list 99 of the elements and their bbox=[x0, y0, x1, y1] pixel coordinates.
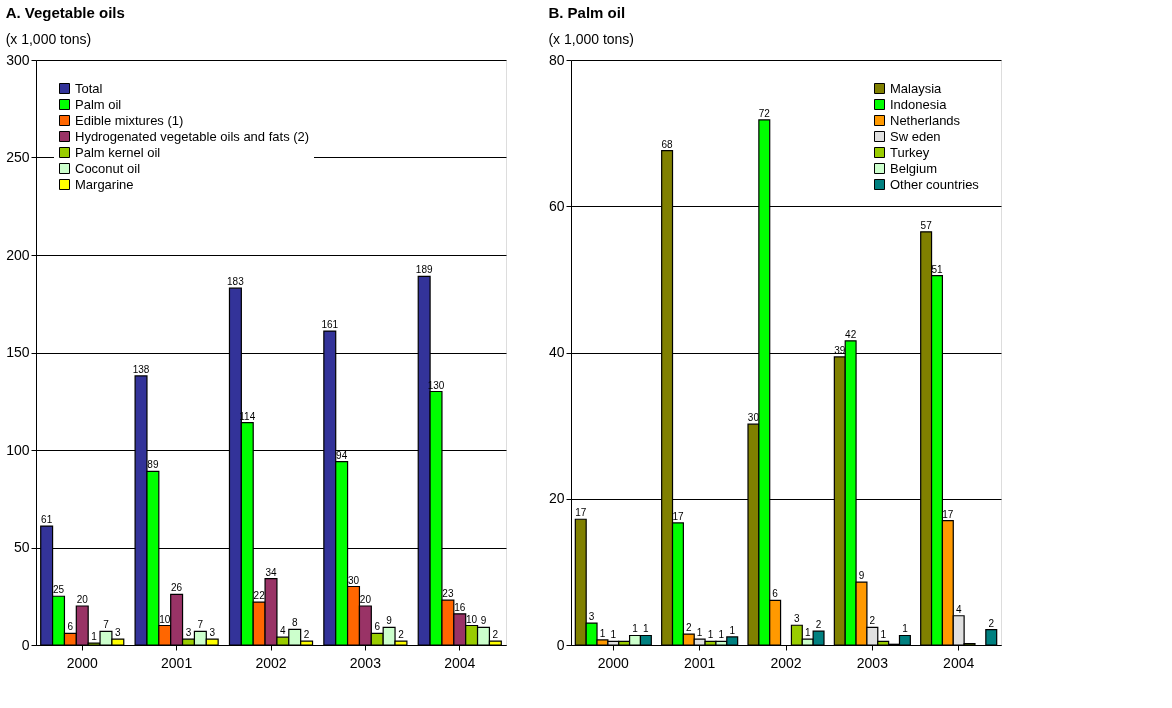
legend-label: Hydrogenated vegetable oils and fats (2) bbox=[75, 128, 310, 144]
y-tick-label: 250 bbox=[6, 149, 30, 165]
data-label: 94 bbox=[336, 449, 348, 461]
data-label: 2 bbox=[398, 629, 405, 641]
y-tick-label: 200 bbox=[6, 246, 30, 263]
y-tick-label: 40 bbox=[548, 344, 565, 360]
data-label: 3 bbox=[588, 611, 595, 623]
data-label: 2 bbox=[686, 622, 693, 634]
x-tick-label: 2001 bbox=[684, 654, 716, 671]
legend-label: Total bbox=[75, 80, 103, 96]
x-tick-label: 2004 bbox=[444, 654, 476, 671]
data-label: 9 bbox=[386, 615, 393, 627]
x-tick-label: 2003 bbox=[349, 654, 382, 671]
data-label: 7 bbox=[103, 619, 110, 631]
data-label: 183 bbox=[227, 276, 245, 288]
data-label: 72 bbox=[758, 107, 771, 119]
y-tick-label: 100 bbox=[6, 441, 30, 458]
x-tick-label: 2000 bbox=[66, 654, 99, 671]
data-label: 16 bbox=[454, 601, 466, 613]
legend-label: Other countries bbox=[890, 176, 980, 192]
data-label: 61 bbox=[41, 514, 53, 526]
y-tick-label: 0 bbox=[556, 636, 565, 653]
data-label: 3 bbox=[185, 627, 192, 639]
data-label: 1 bbox=[696, 627, 703, 639]
legend-label: Edible mixtures (1) bbox=[75, 112, 184, 128]
data-label: 2 bbox=[988, 617, 995, 629]
data-label: 4 bbox=[280, 625, 287, 637]
x-tick-label: 2002 bbox=[255, 654, 287, 671]
data-label: 6 bbox=[772, 588, 779, 600]
data-label: 2 bbox=[869, 615, 876, 627]
data-label: 9 bbox=[480, 615, 487, 627]
data-label: 20 bbox=[359, 594, 372, 605]
y-tick-label: 60 bbox=[548, 197, 565, 214]
y-tick-label: 50 bbox=[13, 539, 30, 555]
data-label: 10 bbox=[159, 613, 171, 625]
data-label: 3 bbox=[115, 627, 122, 639]
data-label: 161 bbox=[321, 319, 339, 331]
data-label: 17 bbox=[575, 507, 587, 519]
data-label: 20 bbox=[76, 594, 89, 605]
x-tick-label: 2001 bbox=[161, 654, 193, 671]
data-label: 26 bbox=[171, 582, 183, 594]
legend-label: Coconut oil bbox=[75, 160, 141, 176]
chart-title: A. Vegetable oils bbox=[5, 4, 125, 21]
data-label: 1 bbox=[610, 629, 617, 641]
data-label: 22 bbox=[253, 590, 266, 602]
y-tick-label: 20 bbox=[548, 490, 565, 507]
data-label: 4 bbox=[955, 603, 962, 615]
chart-subtitle: (x 1,000 tons) bbox=[548, 31, 635, 47]
data-label: 189 bbox=[415, 264, 433, 276]
x-tick-label: 2004 bbox=[943, 654, 975, 671]
legend-label: Turkey bbox=[890, 144, 930, 160]
data-label: 25 bbox=[52, 584, 65, 596]
data-label: 138 bbox=[132, 363, 150, 375]
y-tick-label: 150 bbox=[6, 344, 30, 360]
data-label: 10 bbox=[466, 613, 478, 625]
data-label: 2 bbox=[303, 629, 310, 641]
data-label: 1 bbox=[902, 623, 909, 635]
data-label: 1 bbox=[643, 623, 650, 635]
x-tick-label: 2003 bbox=[856, 654, 889, 671]
x-tick-label: 2002 bbox=[770, 654, 802, 671]
legend-label: Malaysia bbox=[890, 80, 943, 96]
data-label: 6 bbox=[67, 621, 74, 633]
data-label: 42 bbox=[845, 328, 857, 340]
x-tick-label: 2000 bbox=[597, 654, 630, 671]
data-label: 1 bbox=[599, 627, 606, 639]
chart-subtitle: (x 1,000 tons) bbox=[5, 31, 92, 47]
data-label: 1 bbox=[729, 624, 736, 636]
data-label: 1 bbox=[880, 629, 887, 641]
data-label: 1 bbox=[804, 627, 811, 639]
data-label: 57 bbox=[920, 219, 933, 231]
y-tick-label: 300 bbox=[6, 51, 30, 68]
data-label: 8 bbox=[291, 617, 298, 629]
data-label: 7 bbox=[197, 619, 204, 631]
data-label: 68 bbox=[661, 138, 674, 150]
legend-label: Margarine bbox=[75, 176, 134, 192]
data-label: 9 bbox=[858, 570, 865, 582]
data-label: 2 bbox=[815, 619, 822, 631]
data-label: 6 bbox=[374, 621, 381, 633]
legend-label: Palm oil bbox=[75, 96, 122, 112]
legend-label: Sw eden bbox=[890, 128, 941, 144]
data-label: 30 bbox=[347, 574, 360, 586]
legend-label: Indonesia bbox=[890, 96, 948, 112]
data-label: 1 bbox=[718, 629, 725, 641]
data-label: 1 bbox=[632, 623, 639, 635]
data-label: 1 bbox=[91, 631, 98, 643]
legend-label: Belgium bbox=[890, 160, 937, 176]
data-label: 17 bbox=[672, 510, 684, 522]
data-label: 1 bbox=[707, 629, 714, 641]
legend-label: Palm kernel oil bbox=[75, 144, 161, 160]
legend-label: Netherlands bbox=[890, 112, 961, 128]
y-tick-label: 0 bbox=[21, 636, 30, 653]
data-label: 51 bbox=[931, 263, 943, 275]
data-label: 2 bbox=[492, 629, 499, 641]
data-label: 3 bbox=[794, 613, 801, 625]
chart-title: B. Palm oil bbox=[548, 4, 626, 21]
data-label: 3 bbox=[209, 627, 216, 639]
data-label: 17 bbox=[942, 508, 954, 520]
data-label: 34 bbox=[265, 566, 277, 578]
y-tick-label: 80 bbox=[548, 51, 565, 68]
